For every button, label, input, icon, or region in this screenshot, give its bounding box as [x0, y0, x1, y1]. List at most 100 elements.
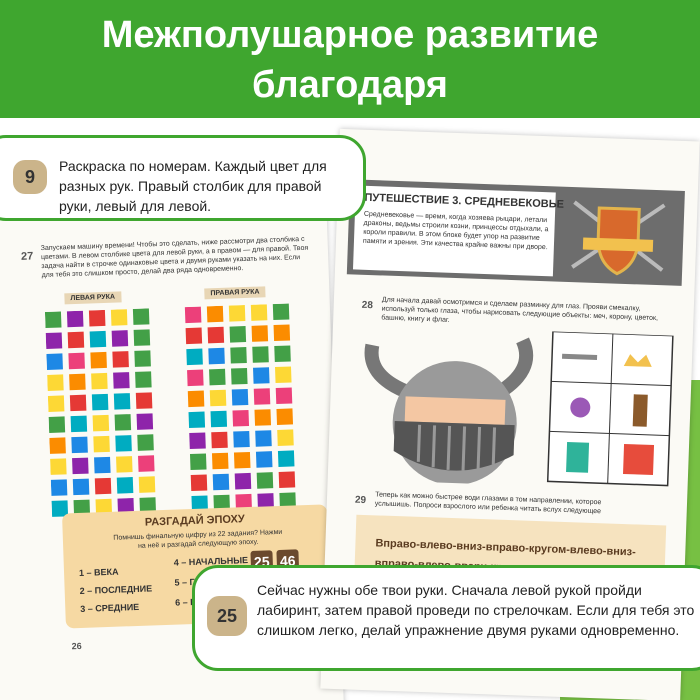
color-square [69, 373, 86, 391]
color-square [252, 346, 269, 363]
color-square [50, 458, 67, 475]
color-square [116, 477, 134, 494]
color-square [44, 311, 62, 329]
callout-text: Сейчас нужны обе твои руки. Сначала лево… [257, 582, 695, 638]
puzzle-title: РАЗГАДАЙ ЭПОХУ [144, 513, 245, 529]
color-square [68, 352, 85, 370]
color-square [251, 325, 269, 342]
right-page: ПУТЕШЕСТВИЕ 3. СРЕДНЕВЕКОВЬЕ Средневеков… [320, 128, 700, 700]
color-square [278, 471, 296, 488]
color-square [230, 347, 247, 364]
color-square [189, 432, 206, 450]
color-square [72, 478, 90, 496]
color-square [274, 345, 291, 363]
color-square [133, 329, 151, 346]
color-square [277, 450, 295, 467]
color-square [253, 367, 270, 384]
color-square [273, 324, 291, 342]
color-square [232, 409, 250, 427]
callout-number: 9 [13, 160, 47, 194]
color-square [255, 451, 273, 468]
column-label: ПРАВАЯ РУКА [204, 286, 266, 300]
color-square [137, 434, 154, 451]
color-square [93, 435, 110, 453]
color-square [209, 389, 227, 407]
color-square [233, 451, 251, 469]
color-square [45, 332, 63, 349]
color-square [134, 350, 151, 367]
task-text: Запускаем машину времени! Чтобы это сдел… [40, 235, 309, 280]
color-square [50, 479, 68, 496]
color-square [277, 429, 294, 446]
option: 1 – ВЕКА [78, 566, 119, 578]
color-square [234, 472, 252, 490]
color-square [211, 431, 228, 449]
color-square [229, 326, 247, 343]
color-square [136, 413, 154, 430]
callout-text: Раскраска по номерам. Каждый цвет для ра… [59, 158, 327, 214]
color-square [71, 436, 88, 454]
color-square [110, 309, 128, 326]
color-square [94, 456, 111, 474]
header: Межполушарное развитие благодаря задания… [0, 0, 700, 156]
color-square [189, 453, 207, 471]
color-square [256, 472, 274, 489]
color-square [187, 390, 205, 408]
color-square [135, 392, 153, 409]
color-square [207, 326, 225, 344]
color-square [184, 306, 202, 324]
color-square [89, 330, 107, 348]
color-square [233, 430, 250, 448]
color-square [49, 437, 66, 454]
knight-illustration [364, 330, 674, 487]
color-square [138, 476, 156, 493]
color-square [210, 410, 228, 428]
color-square [113, 372, 130, 389]
color-square [209, 368, 226, 386]
color-square [206, 305, 224, 323]
color-square [90, 351, 107, 369]
color-square [91, 393, 109, 411]
color-square [113, 393, 131, 410]
color-square [135, 371, 152, 388]
color-square [187, 369, 204, 387]
column-label: ЛЕВАЯ РУКА [64, 291, 122, 305]
color-square [253, 388, 271, 405]
color-square [66, 310, 84, 328]
task-text: Теперь как можно быстрее води глазами в … [374, 491, 602, 516]
color-square [212, 473, 230, 491]
puzzle-text: Помнишь финальную цифру из 22 задания? Н… [113, 528, 283, 550]
color-square [70, 415, 88, 433]
color-square [67, 331, 85, 349]
color-square [132, 308, 150, 325]
color-square [115, 435, 132, 452]
color-square [211, 452, 229, 470]
color-square [208, 347, 225, 365]
color-square [114, 414, 132, 431]
color-square [276, 408, 294, 425]
option: 3 – СРЕДНИЕ [80, 601, 140, 614]
callout-bottom: 25 Сейчас нужны обе твои руки. Сначала л… [192, 565, 700, 671]
color-square [186, 348, 203, 366]
color-square [47, 374, 64, 391]
color-square [69, 394, 87, 412]
color-square [116, 456, 133, 473]
task-number: 28 [361, 299, 374, 312]
color-square [88, 309, 106, 327]
color-square [275, 387, 293, 404]
task-number: 29 [354, 494, 367, 507]
shield-icon [571, 200, 666, 276]
section-banner: ПУТЕШЕСТВИЕ 3. СРЕДНЕВЕКОВЬЕ Средневеков… [346, 179, 685, 286]
color-square [72, 457, 89, 475]
color-square [48, 416, 66, 433]
color-square [92, 414, 110, 432]
color-square [228, 305, 246, 322]
color-square [185, 327, 203, 345]
option: 2 – ПОСЛЕДНИЕ [79, 583, 153, 596]
callout-top: 9 Раскраска по номерам. Каждый цвет для … [0, 135, 366, 221]
color-square [274, 366, 292, 384]
color-square [272, 303, 290, 321]
color-square [91, 372, 108, 390]
color-square [111, 330, 129, 347]
